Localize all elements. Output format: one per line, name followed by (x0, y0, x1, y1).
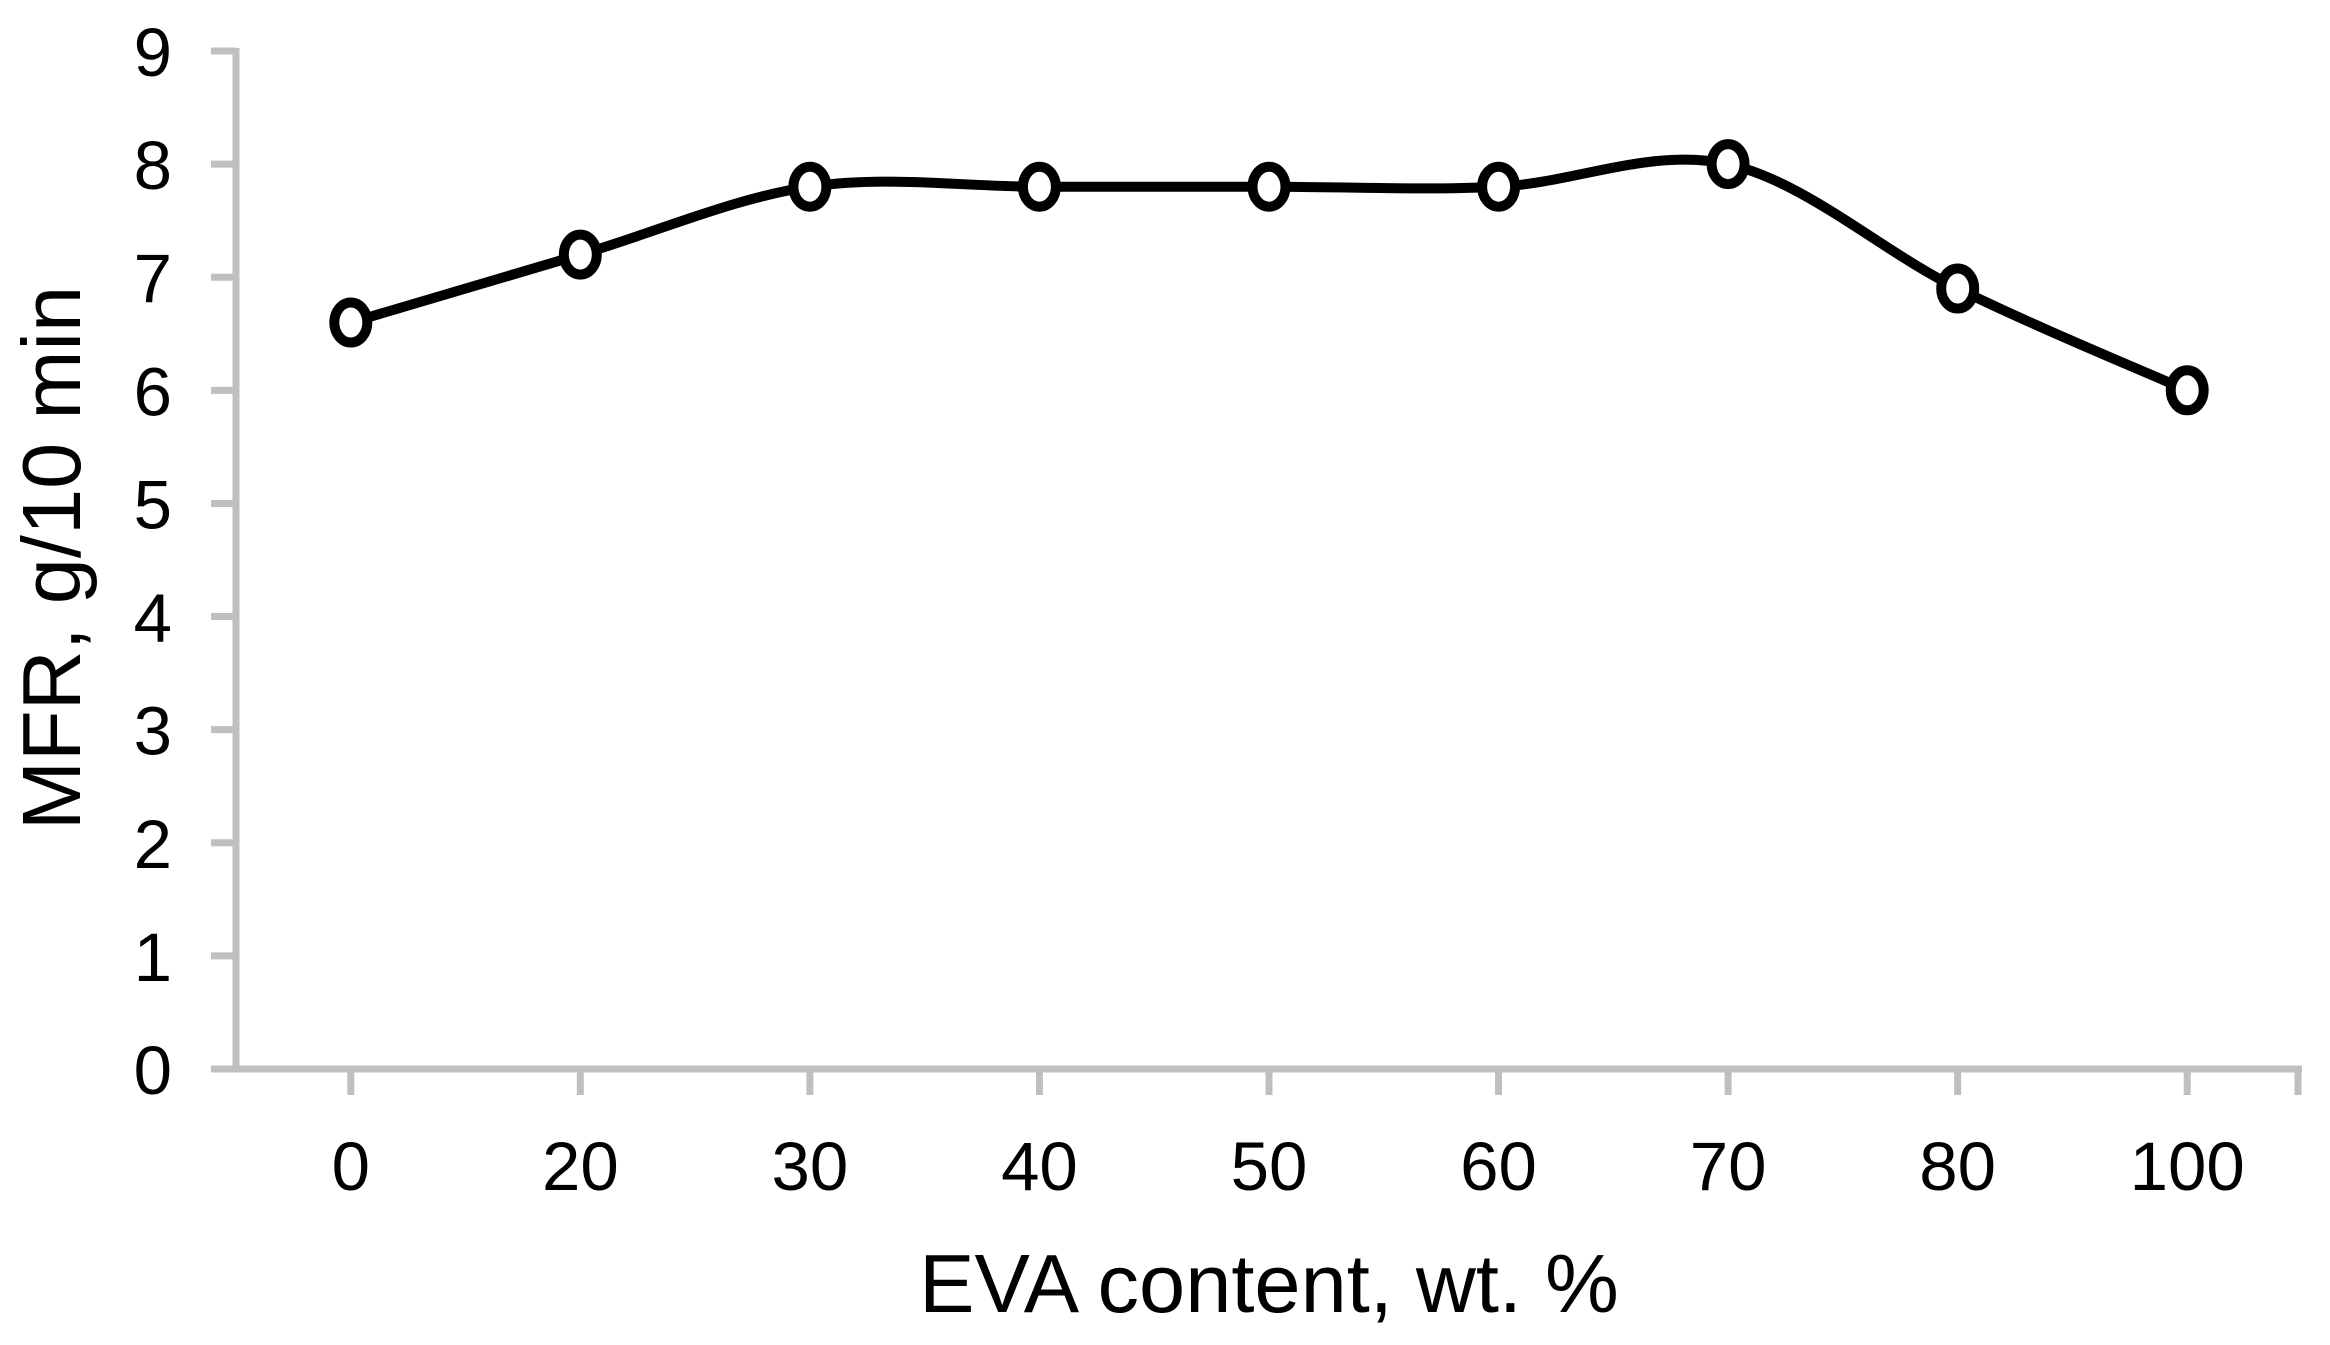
x-tick-label: 20 (542, 1128, 619, 1205)
x-tick-label: 0 (332, 1128, 370, 1205)
data-point-marker (1936, 263, 1980, 314)
y-tick-label: 6 (134, 353, 172, 430)
y-tick-label: 3 (134, 693, 172, 770)
x-tick-label: 30 (772, 1128, 849, 1205)
x-tick-label: 40 (1001, 1128, 1078, 1205)
x-axis-title: EVA content, wt. % (919, 1237, 1619, 1330)
x-tick-label: 50 (1231, 1128, 1308, 1205)
y-tick-label: 1 (134, 919, 172, 996)
data-point-marker (1706, 139, 1750, 190)
y-tick-label: 5 (134, 466, 172, 543)
y-tick-label: 7 (134, 240, 172, 317)
x-tick-label: 100 (2130, 1128, 2245, 1205)
x-tick-label: 80 (1919, 1128, 1996, 1205)
data-point-marker (1477, 161, 1521, 212)
y-tick-label: 9 (134, 14, 172, 91)
data-point-marker (2165, 365, 2209, 416)
data-point-marker (329, 297, 373, 348)
y-tick-label: 8 (134, 127, 172, 204)
y-tick-label: 4 (134, 580, 172, 657)
series-mfr (329, 139, 2209, 416)
y-tick-label: 2 (134, 806, 172, 883)
y-tick-label: 0 (134, 1032, 172, 1109)
y-axis-title: MFR, g/10 min (5, 286, 98, 830)
data-point-marker (558, 229, 602, 280)
axis-layer (211, 47, 2302, 1095)
data-point-marker (788, 161, 832, 212)
data-point-marker (1247, 161, 1291, 212)
x-tick-label: 70 (1690, 1128, 1767, 1205)
tick-label-layer: 0 1 2 3 4 5 6 7 8 9 0 20 30 40 50 60 70 80 100 (134, 14, 2245, 1205)
x-tick-label: 60 (1460, 1128, 1537, 1205)
data-point-marker (1017, 161, 1061, 212)
